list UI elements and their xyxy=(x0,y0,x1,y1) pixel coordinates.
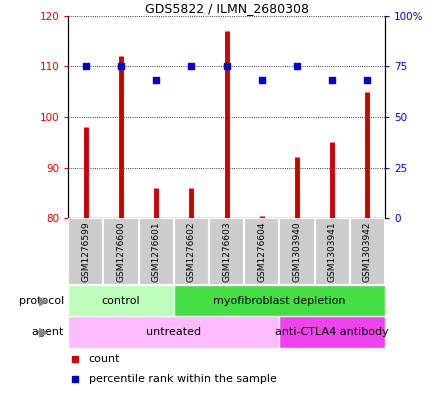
Text: GSM1276599: GSM1276599 xyxy=(81,221,90,282)
Text: GSM1303941: GSM1303941 xyxy=(328,221,337,282)
Text: ▶: ▶ xyxy=(39,325,49,339)
Bar xyxy=(279,218,315,285)
Bar xyxy=(68,285,174,316)
Bar xyxy=(209,218,244,285)
Text: GSM1276601: GSM1276601 xyxy=(152,221,161,282)
Text: GSM1276603: GSM1276603 xyxy=(222,221,231,282)
Text: count: count xyxy=(89,354,120,364)
Bar xyxy=(174,285,385,316)
Bar xyxy=(350,218,385,285)
Text: GSM1303940: GSM1303940 xyxy=(293,221,301,282)
Text: agent: agent xyxy=(31,327,64,337)
Bar xyxy=(279,316,385,348)
Bar xyxy=(103,218,139,285)
Bar xyxy=(68,218,103,285)
Text: GSM1276600: GSM1276600 xyxy=(117,221,125,282)
Text: GSM1303942: GSM1303942 xyxy=(363,221,372,282)
Title: GDS5822 / ILMN_2680308: GDS5822 / ILMN_2680308 xyxy=(145,2,308,15)
Bar xyxy=(139,218,174,285)
Text: protocol: protocol xyxy=(18,296,64,306)
Bar xyxy=(315,218,350,285)
Text: percentile rank within the sample: percentile rank within the sample xyxy=(89,374,277,384)
Text: anti-CTLA4 antibody: anti-CTLA4 antibody xyxy=(275,327,389,337)
Bar xyxy=(68,316,279,348)
Text: GSM1276602: GSM1276602 xyxy=(187,221,196,282)
Text: GSM1276604: GSM1276604 xyxy=(257,221,266,282)
Text: control: control xyxy=(102,296,140,306)
Bar xyxy=(244,218,279,285)
Bar xyxy=(174,218,209,285)
Text: ▶: ▶ xyxy=(39,294,49,307)
Text: untreated: untreated xyxy=(146,327,202,337)
Text: myofibroblast depletion: myofibroblast depletion xyxy=(213,296,346,306)
